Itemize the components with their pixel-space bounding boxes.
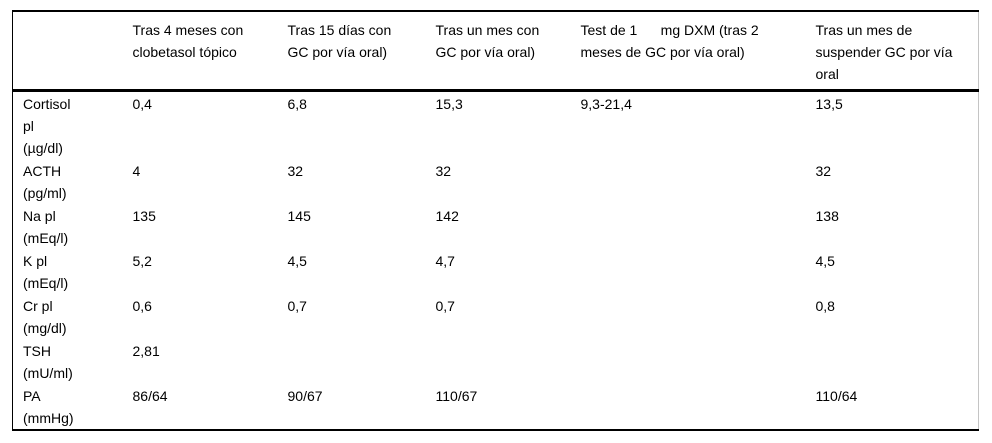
table-cell [426, 339, 571, 384]
column-header-empty [12, 11, 123, 92]
table-cell [571, 384, 806, 430]
table-cell [571, 249, 806, 294]
lab-results-table: Tras 4 meses con clobetasol tópico Tras … [12, 10, 979, 431]
table-cell: 4,7 [435, 253, 455, 269]
table-cell [278, 339, 426, 384]
table-cell: 4,5 [287, 253, 307, 269]
column-header-clobetasol: Tras 4 meses con clobetasol tópico [122, 11, 278, 92]
table-cell [571, 159, 806, 204]
column-header-15-dias-gc: Tras 15 días con GC por vía oral) [277, 11, 426, 92]
table-header: Tras 4 meses con clobetasol tópico Tras … [12, 11, 979, 92]
table-cell: 138 [815, 208, 839, 224]
table-cell: 86/64 [132, 388, 168, 404]
table-cell: 0,6 [132, 298, 152, 314]
table-cell: 110/67 [435, 388, 478, 404]
table-cell: 145 [287, 208, 311, 224]
table-cell: 13,5 [815, 96, 843, 112]
row-label: Cortisol pl (µg/dl) [23, 96, 71, 156]
table-cell: 4 [132, 163, 141, 179]
table-row-cr: Cr pl (mg/dl) 0,6 0,7 0,7 0,8 [13, 294, 979, 339]
table-cell: 0,4 [132, 96, 152, 112]
table-row-pa: PA (mmHg) 86/64 90/67 110/67 110/64 [13, 384, 979, 430]
lab-results-table-wrapper: Tras 4 meses con clobetasol tópico Tras … [12, 10, 979, 431]
table-cell: 90/67 [287, 388, 323, 404]
table-body: Cortisol pl (µg/dl) 0,4 6,8 15,3 9,3-21,… [13, 91, 979, 431]
table-cell: 15,3 [435, 96, 463, 112]
table-cell: 6,8 [287, 96, 307, 112]
column-header-un-mes-gc: Tras un mes con GC por vía oral) [425, 11, 571, 92]
header-row: Tras 4 meses con clobetasol tópico Tras … [12, 11, 979, 92]
table-cell: 32 [435, 163, 452, 179]
table-cell: 9,3-21,4 [580, 96, 632, 112]
table-cell: 0,8 [815, 298, 835, 314]
table-row-acth: ACTH (pg/ml) 4 32 32 32 [13, 159, 979, 204]
table-cell: 5,2 [132, 253, 152, 269]
table-cell: 2,81 [132, 343, 160, 359]
row-label: K pl (mEq/l) [23, 253, 69, 291]
table-cell: 110/64 [815, 388, 858, 404]
table-cell: 0,7 [435, 298, 455, 314]
table-row-tsh: TSH (mU/ml) 2,81 [13, 339, 979, 384]
table-cell: 0,7 [287, 298, 307, 314]
row-label: PA (mmHg) [23, 388, 74, 426]
row-label: Cr pl (mg/dl) [23, 298, 67, 336]
table-cell: 4,5 [815, 253, 835, 269]
row-label: ACTH (pg/ml) [23, 163, 67, 201]
table-row-na: Na pl (mEq/l) 135 145 142 138 [13, 204, 979, 249]
table-row-cortisol: Cortisol pl (µg/dl) 0,4 6,8 15,3 9,3-21,… [13, 91, 979, 160]
table-cell: 32 [815, 163, 832, 179]
table-row-k: K pl (mEq/l) 5,2 4,5 4,7 4,5 [13, 249, 979, 294]
column-header-suspender-gc: Tras un mes de suspender GC por vía oral [805, 11, 979, 92]
table-cell [571, 339, 806, 384]
table-cell: 142 [435, 208, 459, 224]
page: { "page": { "background": "#ffffff", "te… [0, 10, 992, 443]
column-header-test-dxm: Test de 1 mg DXM (tras 2 meses de GC por… [570, 11, 806, 92]
table-cell [571, 294, 806, 339]
table-cell: 135 [132, 208, 156, 224]
table-cell: 32 [287, 163, 304, 179]
table-cell [571, 204, 806, 249]
row-label: Na pl (mEq/l) [23, 208, 69, 246]
row-label: TSH (mU/ml) [23, 343, 73, 381]
table-cell [806, 339, 979, 384]
